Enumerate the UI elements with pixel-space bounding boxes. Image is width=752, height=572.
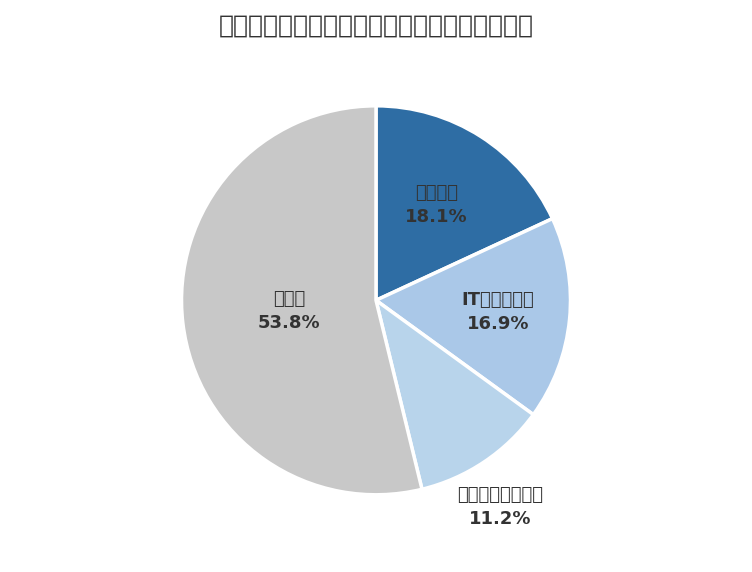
Wedge shape [376, 300, 533, 489]
Text: 人材業界
18.1%: 人材業界 18.1% [405, 184, 468, 226]
Text: IT／通信業界
16.9%: IT／通信業界 16.9% [462, 291, 535, 333]
Text: 不動産／建設業界
11.2%: 不動産／建設業界 11.2% [457, 486, 544, 527]
Text: その他
53.8%: その他 53.8% [258, 290, 320, 332]
Wedge shape [376, 106, 553, 300]
Wedge shape [376, 219, 571, 415]
Title: 【業界別】リクルートエージェントの求人内訳: 【業界別】リクルートエージェントの求人内訳 [219, 13, 533, 37]
Wedge shape [181, 106, 422, 495]
